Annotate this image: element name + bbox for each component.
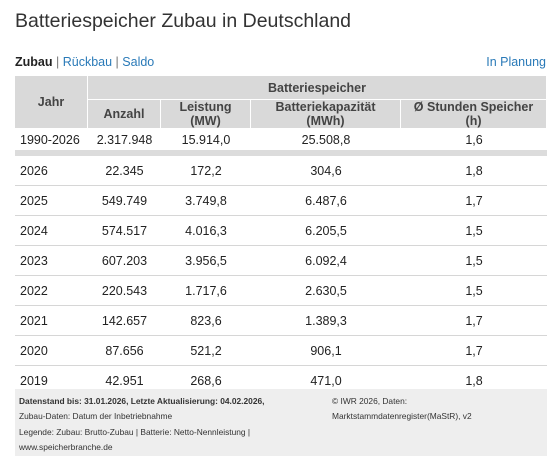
column-header-hours: Ø Stunden Speicher (h): [401, 100, 548, 129]
cell-power: 823,6: [161, 306, 251, 336]
cell-count: 574.517: [88, 216, 161, 246]
cell-year: 2023: [15, 246, 88, 276]
view-switcher: Zubau | Rückbau | Saldo: [15, 55, 154, 69]
tab-rueckbau[interactable]: Rückbau: [62, 55, 113, 69]
table-row: 2026 22.345 172,2 304,6 1,8: [15, 156, 548, 186]
cell-power: 172,2: [161, 156, 251, 186]
table-row: 2020 87.656 521,2 906,1 1,7: [15, 336, 548, 366]
cell-capacity: 6.205,5: [251, 216, 401, 246]
table-row: 2021 142.657 823,6 1.389,3 1,7: [15, 306, 548, 336]
cell-power: 3.956,5: [161, 246, 251, 276]
cell-count: 549.749: [88, 186, 161, 216]
cell-hours: 1,7: [401, 306, 548, 336]
cell-hours: 1,7: [401, 336, 548, 366]
column-header-count: Anzahl: [88, 100, 161, 129]
cell-capacity: 906,1: [251, 336, 401, 366]
cell-power: 1.717,6: [161, 276, 251, 306]
cell-hours: 1,6: [401, 129, 548, 156]
cell-hours: 1,5: [401, 216, 548, 246]
column-header-capacity: Batteriekapazität (MWh): [251, 100, 401, 129]
cell-capacity: 2.630,5: [251, 276, 401, 306]
total-row: 1990-2026 2.317.948 15.914,0 25.508,8 1,…: [15, 129, 548, 156]
table-row: 2024 574.517 4.016,3 6.205,5 1,5: [15, 216, 548, 246]
cell-year: 1990-2026: [15, 129, 88, 156]
source-note: Marktstammdatenregister(MaStR), v2: [332, 411, 472, 422]
column-header-power: Leistung (MW): [161, 100, 251, 129]
cell-year: 2026: [15, 156, 88, 186]
cell-power: 3.749,8: [161, 186, 251, 216]
cell-capacity: 304,6: [251, 156, 401, 186]
cell-count: 607.203: [88, 246, 161, 276]
cell-capacity: 6.487,6: [251, 186, 401, 216]
cell-hours: 1,8: [401, 156, 548, 186]
nav-separator: |: [115, 55, 123, 69]
cell-capacity: 6.092,4: [251, 246, 401, 276]
cell-hours: 1,7: [401, 186, 548, 216]
cell-count: 142.657: [88, 306, 161, 336]
legend-note: Legende: Zubau: Brutto-Zubau | Batterie:…: [19, 426, 251, 437]
cell-power: 521,2: [161, 336, 251, 366]
page-title: Batteriespeicher Zubau in Deutschland: [15, 10, 352, 32]
cell-hours: 1,5: [401, 276, 548, 306]
cell-capacity: 25.508,8: [251, 129, 401, 156]
tab-saldo[interactable]: Saldo: [122, 55, 155, 69]
zubau-note: Zubau-Daten: Datum der Inbetriebnahme: [19, 411, 173, 422]
footer-notes: Datenstand bis: 31.01.2026, Letzte Aktua…: [19, 394, 319, 455]
cell-power: 4.016,3: [161, 216, 251, 246]
cell-count: 2.317.948: [88, 129, 161, 156]
cell-year: 2020: [15, 336, 88, 366]
table-row: 2023 607.203 3.956,5 6.092,4 1,5: [15, 246, 548, 276]
group-header-battery-storage: Batteriespeicher: [88, 76, 548, 100]
website-link[interactable]: www.speicherbranche.de: [19, 441, 113, 452]
cell-year: 2022: [15, 276, 88, 306]
table-row: 2022 220.543 1.717,6 2.630,5 1,5: [15, 276, 548, 306]
cell-capacity: 1.389,3: [251, 306, 401, 336]
battery-storage-table: Jahr Batteriespeicher Anzahl Leistung (M…: [15, 76, 548, 396]
table-row: 2025 549.749 3.749,8 6.487,6 1,7: [15, 186, 548, 216]
in-planung-link[interactable]: In Planung: [486, 55, 546, 69]
cell-year: 2025: [15, 186, 88, 216]
data-status: Datenstand bis: 31.01.2026, Letzte Aktua…: [19, 396, 265, 406]
column-header-year: Jahr: [15, 76, 88, 129]
cell-count: 220.543: [88, 276, 161, 306]
copyright: © IWR 2026, Daten:: [332, 396, 408, 406]
cell-year: 2024: [15, 216, 88, 246]
nav-separator: |: [55, 55, 63, 69]
cell-count: 87.656: [88, 336, 161, 366]
footer-source: © IWR 2026, Daten: Marktstammdatenregist…: [332, 394, 542, 425]
cell-hours: 1,5: [401, 246, 548, 276]
table-footer: Datenstand bis: 31.01.2026, Letzte Aktua…: [15, 389, 547, 456]
tab-zubau[interactable]: Zubau: [15, 55, 53, 69]
cell-count: 22.345: [88, 156, 161, 186]
cell-year: 2021: [15, 306, 88, 336]
cell-power: 15.914,0: [161, 129, 251, 156]
